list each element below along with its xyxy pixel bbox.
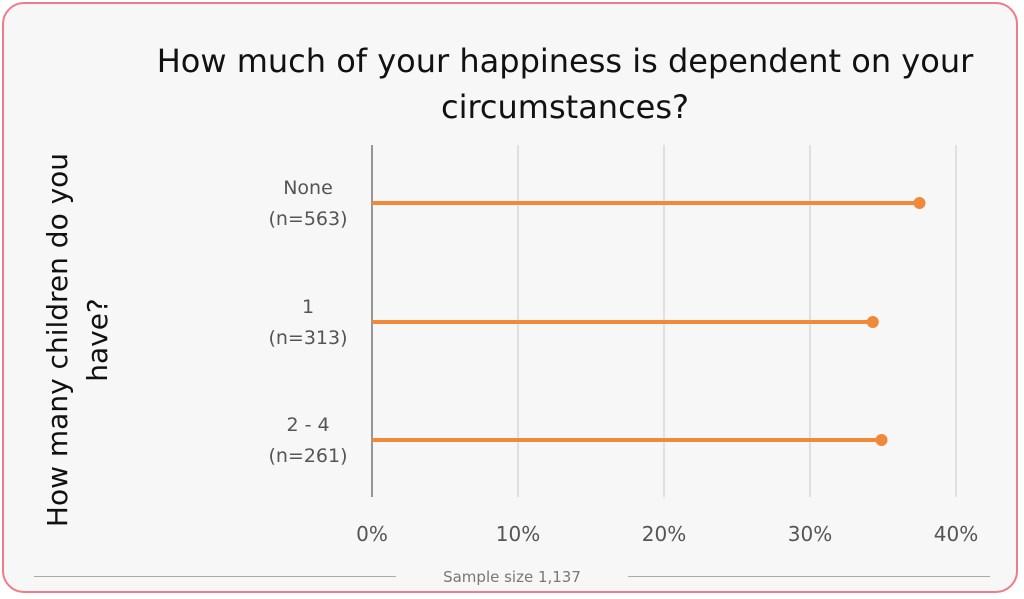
category-labels: None (n=563) 1 (n=313) 2 - 4 (n=261) — [268, 177, 347, 467]
category-count: (n=313) — [268, 327, 347, 349]
category-label: 2 - 4 — [286, 414, 329, 436]
lollipop-dot — [913, 197, 926, 209]
x-tick-labels: 0% 10% 20% 30% 40% — [356, 522, 978, 546]
category-count: (n=563) — [268, 208, 347, 230]
lollipop-dot — [875, 434, 888, 446]
footer-divider-left — [34, 576, 396, 577]
x-tick-label: 20% — [642, 522, 686, 546]
chart-card — [2, 2, 1018, 593]
data-marks — [372, 197, 926, 446]
category-count: (n=261) — [268, 445, 347, 467]
x-tick-label: 10% — [496, 522, 540, 546]
x-tick-label: 30% — [788, 522, 832, 546]
category-label: 1 — [302, 296, 314, 318]
sample-size-note: Sample size 1,137 — [443, 568, 581, 586]
footer-divider-right — [628, 576, 990, 577]
x-tick-label: 40% — [934, 522, 978, 546]
category-label: None — [283, 177, 333, 199]
chart-title: How much of your happiness is dependent … — [156, 42, 974, 126]
x-tick-label: 0% — [356, 522, 388, 546]
lollipop-dot — [866, 316, 879, 328]
